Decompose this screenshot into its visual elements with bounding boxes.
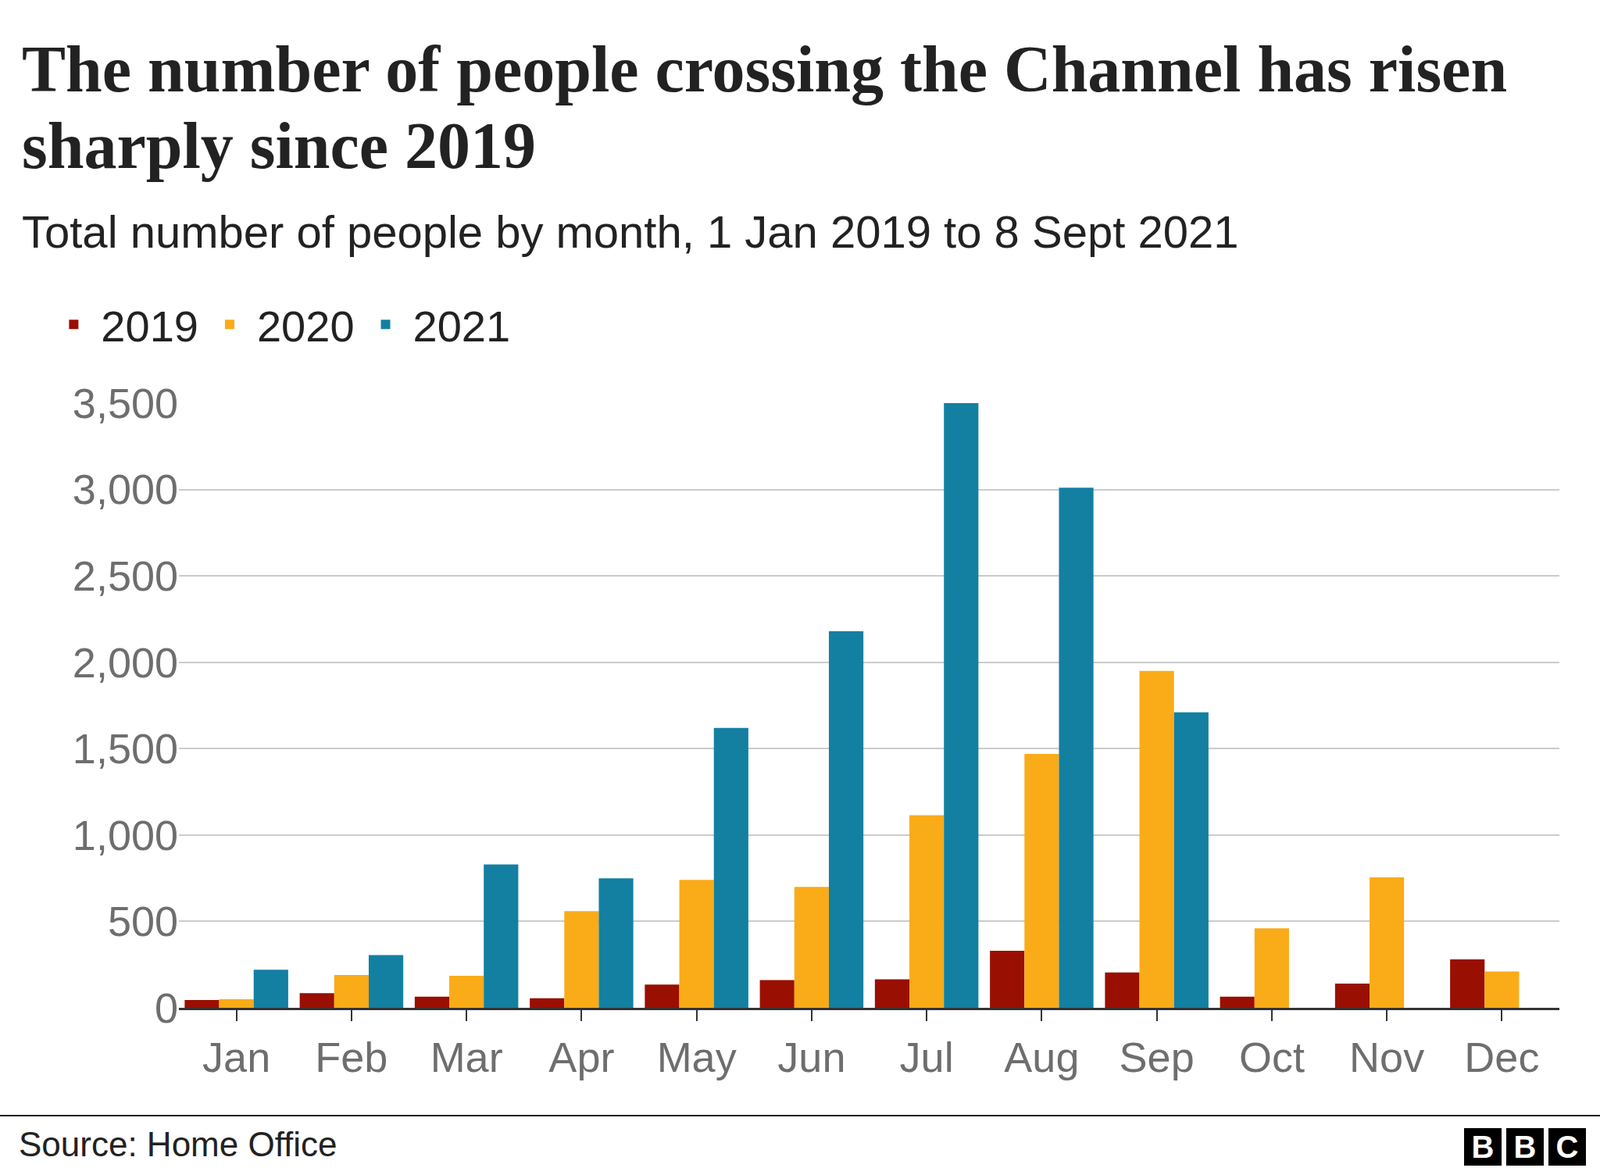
- svg-text:3,000: 3,000: [72, 465, 179, 513]
- svg-text:2021: 2021: [413, 301, 511, 351]
- svg-text:Nov: Nov: [1349, 1033, 1425, 1081]
- svg-text:Apr: Apr: [548, 1033, 615, 1081]
- html-text:Total number of people by mont: Total number of people by month, 1 Jan 2…: [21, 206, 1239, 258]
- svg-text:Jul: Jul: [900, 1033, 954, 1081]
- svg-text:2,500: 2,500: [72, 552, 179, 600]
- svg-text:3,500: 3,500: [72, 379, 179, 427]
- html-text:C: C: [1555, 1129, 1579, 1165]
- svg-text:2,000: 2,000: [72, 639, 179, 686]
- svg-text:Dec: Dec: [1464, 1033, 1540, 1081]
- svg-text:Mar: Mar: [430, 1033, 504, 1081]
- svg-text:May: May: [657, 1033, 737, 1081]
- svg-text:Aug: Aug: [1003, 1033, 1079, 1081]
- svg-text:Jan: Jan: [202, 1033, 271, 1081]
- svg-text:Feb: Feb: [314, 1033, 388, 1081]
- svg-text:500: 500: [107, 897, 179, 945]
- html-text:Source: Home Office: Source: Home Office: [18, 1125, 338, 1164]
- svg-text:1,000: 1,000: [72, 811, 179, 859]
- svg-text:Sep: Sep: [1119, 1033, 1195, 1081]
- svg-text:Jun: Jun: [777, 1033, 846, 1081]
- html-text:The number of people crossing: The number of people crossing the Channe…: [21, 32, 1508, 183]
- svg-text:2019: 2019: [100, 301, 199, 351]
- svg-text:0: 0: [154, 984, 179, 1032]
- svg-text:2020: 2020: [257, 301, 355, 351]
- html-text:B: B: [1513, 1129, 1537, 1165]
- svg-text:1,500: 1,500: [72, 725, 179, 772]
- html-text:B: B: [1471, 1129, 1495, 1165]
- svg-text:Oct: Oct: [1239, 1033, 1305, 1081]
